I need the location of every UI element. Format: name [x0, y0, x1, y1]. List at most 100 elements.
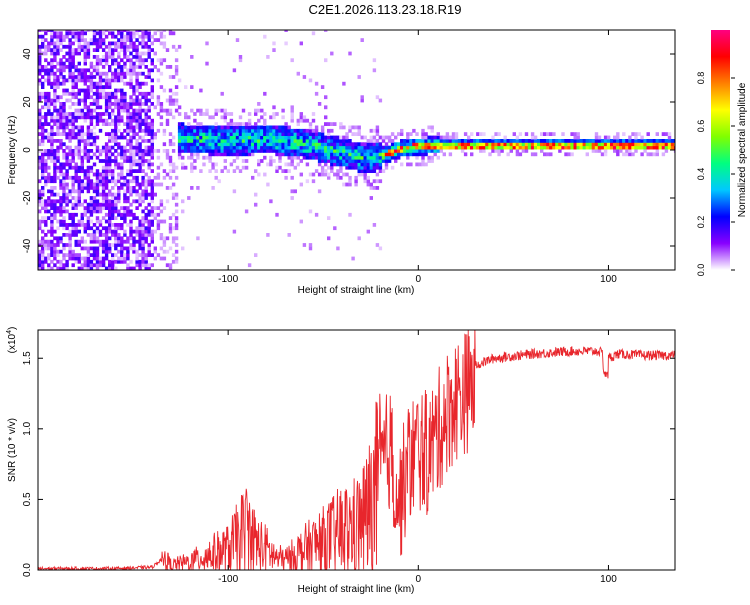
spectrogram-cell: [251, 142, 255, 147]
spectrogram-cell: [153, 192, 157, 197]
spectrogram-cell: [108, 172, 112, 177]
spectrogram-cell: [108, 78, 112, 83]
spectrogram-cell: [50, 223, 54, 227]
spectrogram-cell: [104, 122, 109, 126]
spectrogram-cell: [275, 169, 279, 173]
spectrogram-cell: [168, 139, 173, 143]
colorbar-ticks: 0.00.20.40.60.8: [696, 72, 735, 276]
spectrogram-cell: [68, 243, 72, 247]
spectrogram-cell: [53, 122, 57, 126]
spectrogram-cell: [95, 182, 100, 187]
spectrogram-cell: [83, 229, 87, 234]
spectrogram-cell: [406, 155, 410, 160]
spectrogram-cell: [229, 139, 234, 143]
spectrogram-cell: [174, 165, 179, 170]
spectrogram-cell: [159, 31, 164, 36]
spectrogram-cell: [421, 162, 425, 167]
spectrogram-cell: [214, 142, 218, 147]
spectrogram-cell: [177, 105, 182, 110]
spectrogram-cell: [339, 142, 343, 147]
spectrogram-cell: [515, 149, 520, 153]
spectrogram-cell: [375, 142, 380, 147]
spectrogram-cell: [135, 239, 139, 244]
spectrogram-cell: [108, 259, 112, 264]
spectrogram-cell: [83, 139, 87, 143]
spectrogram-cell: [463, 152, 468, 157]
spectrogram-cell: [135, 253, 139, 257]
spectrogram-cell: [41, 142, 45, 147]
spectrogram-cell: [324, 159, 328, 163]
spectrogram-cell: [98, 34, 103, 39]
spectrogram-cell: [141, 30, 145, 32]
spectrogram-cell: [129, 61, 133, 66]
spectrogram-cell: [50, 206, 54, 210]
spectrogram-cell: [546, 139, 550, 143]
spectrogram-cell: [397, 152, 401, 157]
spectrogram-cell: [244, 159, 249, 163]
spectrogram-cell: [138, 229, 142, 234]
spectrogram-cell: [299, 182, 303, 187]
spectrogram-cell: [126, 212, 130, 217]
spectrogram-cell: [351, 152, 355, 157]
spectrogram-cell: [296, 145, 300, 150]
spectrogram-cell: [101, 48, 106, 52]
spectrogram-cell: [348, 155, 352, 160]
spectrogram-cell: [56, 199, 60, 204]
spectrogram-cell: [278, 145, 282, 150]
spectrogram-cell: [585, 152, 589, 157]
spectrogram-cell: [114, 34, 118, 39]
spectrogram-cell: [144, 189, 148, 194]
spectrogram-cell: [117, 98, 121, 103]
spectrogram-cell: [491, 139, 495, 143]
spectrogram-cell: [38, 108, 42, 113]
spectrogram-cell: [114, 239, 118, 244]
spectrogram-cell: [104, 108, 109, 113]
spectrogram-cell: [101, 206, 106, 210]
spectrogram-cell: [503, 145, 507, 150]
spectrogram-cell: [129, 192, 133, 197]
spectrogram-cell: [336, 162, 340, 167]
spectrogram-cell: [44, 122, 48, 126]
spectrogram-cell: [390, 132, 395, 136]
spectrogram-cell: [628, 135, 632, 140]
spectrogram-cell: [80, 71, 84, 76]
spectrogram-cell: [50, 112, 54, 116]
spectrogram-cell: [89, 81, 94, 86]
spectrogram-cell: [619, 149, 623, 153]
spectrogram-cell: [375, 165, 380, 170]
spectrogram-cell: [187, 115, 191, 120]
spectrogram-cell: [625, 145, 629, 150]
spectrogram-cell: [95, 263, 100, 268]
spectrogram-cell: [117, 189, 121, 194]
spectrogram-cell: [150, 169, 154, 173]
spectrogram-cell: [53, 48, 57, 52]
spectrogram-cell: [95, 91, 100, 96]
spectrogram-cell: [95, 192, 100, 197]
spectrogram-cell: [120, 58, 124, 63]
spectrogram-cell: [251, 139, 255, 143]
spectrogram-cell: [135, 216, 139, 220]
spectrogram-cell: [138, 162, 142, 167]
spectrogram-cell: [83, 223, 87, 227]
spectrogram-cell: [275, 112, 279, 116]
spectrogram-cell: [68, 105, 72, 110]
spectrogram-cell: [482, 139, 486, 143]
spectrogram-cell: [71, 95, 75, 100]
spectrogram-cell: [59, 142, 63, 147]
spectrogram-cell: [603, 145, 608, 150]
spectrogram-cell: [71, 102, 75, 106]
spectrogram-cell: [406, 152, 410, 157]
spectrogram-cell: [135, 169, 139, 173]
spectrogram-cell: [470, 152, 474, 157]
spectrogram-cell: [366, 149, 370, 153]
spectrogram-cell: [311, 179, 316, 184]
spectrogram-cell: [53, 105, 57, 110]
spectrogram-cell: [427, 135, 431, 140]
spectrogram-cell: [101, 38, 106, 42]
spectrogram-cell: [80, 128, 84, 133]
spectrogram-cell: [430, 142, 434, 147]
spectrogram-cell: [65, 159, 69, 163]
spectrogram-cell: [293, 189, 297, 194]
spectrogram-cell: [123, 91, 127, 96]
spectrogram-cell: [284, 128, 288, 133]
